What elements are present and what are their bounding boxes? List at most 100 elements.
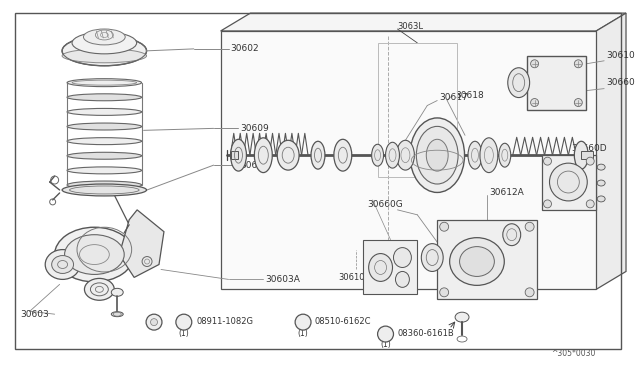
Ellipse shape xyxy=(574,99,582,106)
Ellipse shape xyxy=(586,157,594,165)
Ellipse shape xyxy=(421,244,443,272)
Ellipse shape xyxy=(394,248,412,267)
Ellipse shape xyxy=(369,254,392,281)
Bar xyxy=(527,56,586,110)
Ellipse shape xyxy=(503,224,521,246)
Text: S: S xyxy=(383,330,388,339)
Ellipse shape xyxy=(62,184,147,196)
Ellipse shape xyxy=(426,139,448,171)
Text: ^305*0030: ^305*0030 xyxy=(552,349,596,359)
Ellipse shape xyxy=(480,138,498,173)
Ellipse shape xyxy=(311,141,325,169)
Text: 30603: 30603 xyxy=(20,310,49,319)
Text: 30660: 30660 xyxy=(606,78,635,87)
Ellipse shape xyxy=(65,235,124,275)
Ellipse shape xyxy=(531,99,539,106)
Ellipse shape xyxy=(230,139,246,171)
Ellipse shape xyxy=(72,32,136,54)
Bar xyxy=(437,220,536,299)
Ellipse shape xyxy=(586,200,594,208)
Ellipse shape xyxy=(597,196,605,202)
Text: (1): (1) xyxy=(380,340,391,349)
Text: N: N xyxy=(181,318,187,327)
Ellipse shape xyxy=(525,288,534,297)
Text: 08360-6161B: 08360-6161B xyxy=(397,328,454,337)
Ellipse shape xyxy=(67,108,141,115)
Ellipse shape xyxy=(295,314,311,330)
Ellipse shape xyxy=(410,118,465,192)
Ellipse shape xyxy=(62,36,147,66)
Ellipse shape xyxy=(67,167,141,174)
Ellipse shape xyxy=(543,157,552,165)
Ellipse shape xyxy=(62,49,147,63)
Text: 30612A: 30612A xyxy=(489,189,524,198)
Bar xyxy=(378,43,457,177)
Ellipse shape xyxy=(334,139,352,171)
Ellipse shape xyxy=(150,319,157,326)
Ellipse shape xyxy=(372,144,383,166)
Ellipse shape xyxy=(254,138,272,173)
Text: 30610: 30610 xyxy=(606,51,635,60)
Ellipse shape xyxy=(67,79,141,87)
Text: 30660G: 30660G xyxy=(367,201,403,209)
Ellipse shape xyxy=(83,29,125,45)
Bar xyxy=(363,240,417,294)
Text: 30624M: 30624M xyxy=(561,174,598,183)
Text: S: S xyxy=(301,318,305,327)
Ellipse shape xyxy=(111,288,124,296)
Polygon shape xyxy=(119,210,164,278)
Text: 30602: 30602 xyxy=(230,44,259,53)
Text: 30616: 30616 xyxy=(241,161,269,170)
Ellipse shape xyxy=(54,227,134,282)
Text: 30603A: 30603A xyxy=(266,275,300,284)
Text: (1): (1) xyxy=(298,328,308,337)
Text: 3063L: 3063L xyxy=(397,22,424,31)
Text: 08510-6162C: 08510-6162C xyxy=(314,317,371,326)
Ellipse shape xyxy=(84,278,115,300)
Text: (1): (1) xyxy=(179,328,189,337)
Ellipse shape xyxy=(597,164,605,170)
Ellipse shape xyxy=(67,152,141,159)
Ellipse shape xyxy=(455,312,469,322)
Ellipse shape xyxy=(450,238,504,285)
Bar xyxy=(541,155,596,210)
Polygon shape xyxy=(221,13,626,31)
Bar xyxy=(230,151,239,159)
Ellipse shape xyxy=(111,312,124,317)
Ellipse shape xyxy=(508,68,530,97)
Polygon shape xyxy=(596,13,626,289)
Ellipse shape xyxy=(378,326,394,342)
Text: 30609: 30609 xyxy=(241,124,269,133)
Ellipse shape xyxy=(574,60,582,68)
Ellipse shape xyxy=(574,141,588,169)
Ellipse shape xyxy=(67,181,141,189)
Ellipse shape xyxy=(440,288,449,297)
Ellipse shape xyxy=(525,222,534,231)
Ellipse shape xyxy=(45,250,80,279)
Polygon shape xyxy=(221,31,596,289)
Ellipse shape xyxy=(543,200,552,208)
Ellipse shape xyxy=(550,163,588,201)
Ellipse shape xyxy=(67,138,141,145)
Ellipse shape xyxy=(499,143,511,167)
Ellipse shape xyxy=(67,123,141,130)
Ellipse shape xyxy=(277,140,299,170)
Text: 30618: 30618 xyxy=(455,91,484,100)
Ellipse shape xyxy=(396,272,410,287)
Ellipse shape xyxy=(67,94,141,101)
Ellipse shape xyxy=(385,142,399,168)
Ellipse shape xyxy=(146,314,162,330)
Ellipse shape xyxy=(176,314,192,330)
Ellipse shape xyxy=(597,180,605,186)
Text: 30610K: 30610K xyxy=(338,273,370,282)
Text: 30660D: 30660D xyxy=(572,144,607,153)
Ellipse shape xyxy=(468,141,482,169)
Ellipse shape xyxy=(417,126,458,184)
Text: 30617: 30617 xyxy=(439,93,468,102)
Bar xyxy=(581,151,593,159)
Ellipse shape xyxy=(531,60,539,68)
Ellipse shape xyxy=(460,247,494,276)
Ellipse shape xyxy=(396,140,414,170)
Text: 08911-1082G: 08911-1082G xyxy=(196,317,253,326)
Ellipse shape xyxy=(52,256,74,273)
